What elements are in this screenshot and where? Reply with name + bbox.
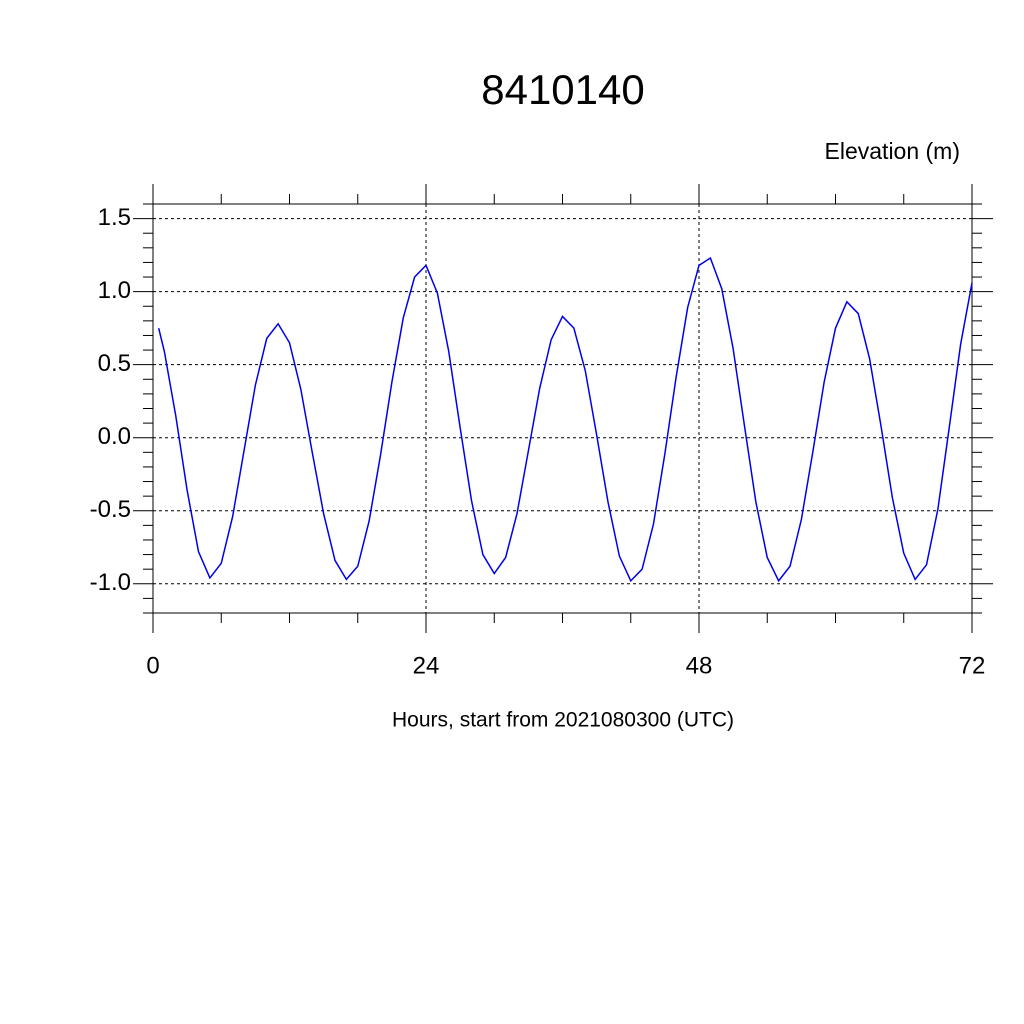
y-tick-label: 0.5 [98, 350, 131, 377]
x-tick-label: 0 [146, 652, 159, 679]
y-tick-label: 0.0 [98, 423, 131, 450]
y-tick-label: 1.5 [98, 204, 131, 231]
x-tick-label: 48 [686, 652, 713, 679]
x-axis-label: Hours, start from 2021080300 (UTC) [392, 709, 734, 732]
chart-title: 8410140 [481, 66, 645, 113]
plot-frame [152, 203, 973, 614]
data-line [157, 256, 973, 583]
y-tick-label: -1.0 [90, 569, 131, 596]
x-tick-label: 24 [413, 652, 440, 679]
y-tick-label: 1.0 [98, 277, 131, 304]
x-tick-label: 72 [959, 652, 986, 679]
chart-subtitle: Elevation (m) [825, 138, 960, 164]
y-tick-label: -0.5 [90, 496, 131, 523]
